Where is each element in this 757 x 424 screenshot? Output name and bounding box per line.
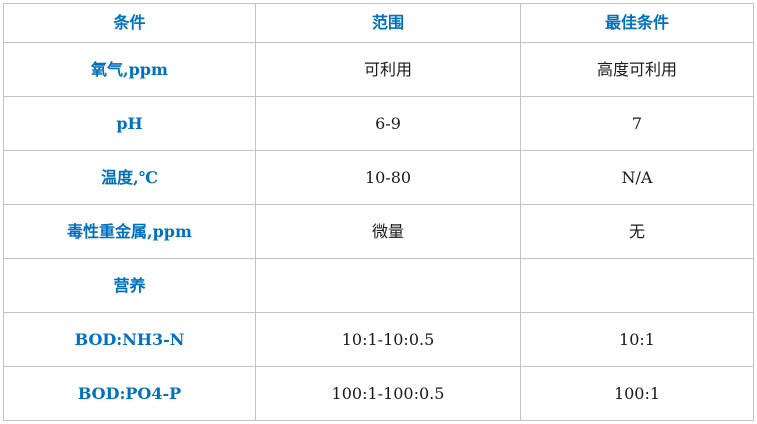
cell-range: 100:1-100:0.5	[255, 366, 521, 421]
cell-condition: 毒性重金属,ppm	[3, 204, 256, 259]
cell-condition: 温度,℃	[3, 150, 256, 205]
cell-best: N/A	[520, 150, 754, 205]
cell-range: 10:1-10:0.5	[255, 312, 521, 367]
header-row: 条件 范围 最佳条件	[3, 3, 754, 43]
table-row: 氧气,ppm 可利用 高度可利用	[3, 42, 754, 97]
cell-best: 无	[520, 204, 754, 259]
cell-range	[255, 258, 521, 313]
cell-range: 可利用	[255, 42, 521, 97]
cell-condition: pH	[3, 96, 256, 151]
cell-best: 10:1	[520, 312, 754, 367]
cell-condition: 氧气,ppm	[3, 42, 256, 97]
cell-range: 微量	[255, 204, 521, 259]
table-row: 温度,℃ 10-80 N/A	[3, 150, 754, 205]
table-row: pH 6-9 7	[3, 96, 754, 151]
header-cell-range: 范围	[255, 3, 521, 43]
table-row: 营养	[3, 258, 754, 313]
header-cell-condition: 条件	[3, 3, 256, 43]
cell-best: 7	[520, 96, 754, 151]
cell-condition: BOD:NH3-N	[3, 312, 256, 367]
cell-range: 6-9	[255, 96, 521, 151]
table-row: 毒性重金属,ppm 微量 无	[3, 204, 754, 259]
table-row: BOD:NH3-N 10:1-10:0.5 10:1	[3, 312, 754, 367]
cell-range: 10-80	[255, 150, 521, 205]
cell-best: 高度可利用	[520, 42, 754, 97]
table-row: BOD:PO4-P 100:1-100:0.5 100:1	[3, 366, 754, 421]
header-cell-best: 最佳条件	[520, 3, 754, 43]
conditions-table: 条件 范围 最佳条件 氧气,ppm 可利用 高度可利用 pH 6-9 7 温度,…	[3, 3, 754, 421]
cell-condition: BOD:PO4-P	[3, 366, 256, 421]
cell-best	[520, 258, 754, 313]
cell-condition: 营养	[3, 258, 256, 313]
cell-best: 100:1	[520, 366, 754, 421]
